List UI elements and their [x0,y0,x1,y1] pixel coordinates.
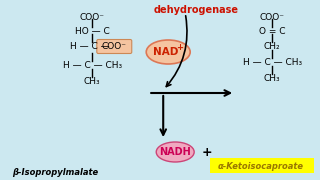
Text: H — C —: H — C — [70,42,110,51]
Text: CH₃: CH₃ [264,74,280,83]
Text: +: + [176,42,183,51]
Text: β-Isopropylmalate: β-Isopropylmalate [12,168,99,177]
Text: dehydrogenase: dehydrogenase [154,5,239,15]
Text: +: + [202,145,212,159]
Text: H — C — CH₃: H — C — CH₃ [243,58,302,67]
Text: CH₂: CH₂ [264,42,280,51]
Text: COO⁻: COO⁻ [260,13,284,22]
Ellipse shape [156,142,194,162]
Text: HO — C: HO — C [75,27,110,36]
Text: COO⁻: COO⁻ [80,13,105,22]
Text: O = C: O = C [259,27,285,36]
Text: COO⁻: COO⁻ [102,42,127,51]
Ellipse shape [146,40,190,64]
Text: CH₃: CH₃ [84,77,100,86]
FancyBboxPatch shape [97,39,132,53]
FancyArrowPatch shape [166,16,187,87]
Text: α-Ketoisocaproate: α-Ketoisocaproate [218,162,304,171]
Text: NAD: NAD [153,47,178,57]
Text: NADH: NADH [159,147,191,157]
Text: H — C — CH₃: H — C — CH₃ [63,61,122,70]
FancyBboxPatch shape [210,158,314,172]
